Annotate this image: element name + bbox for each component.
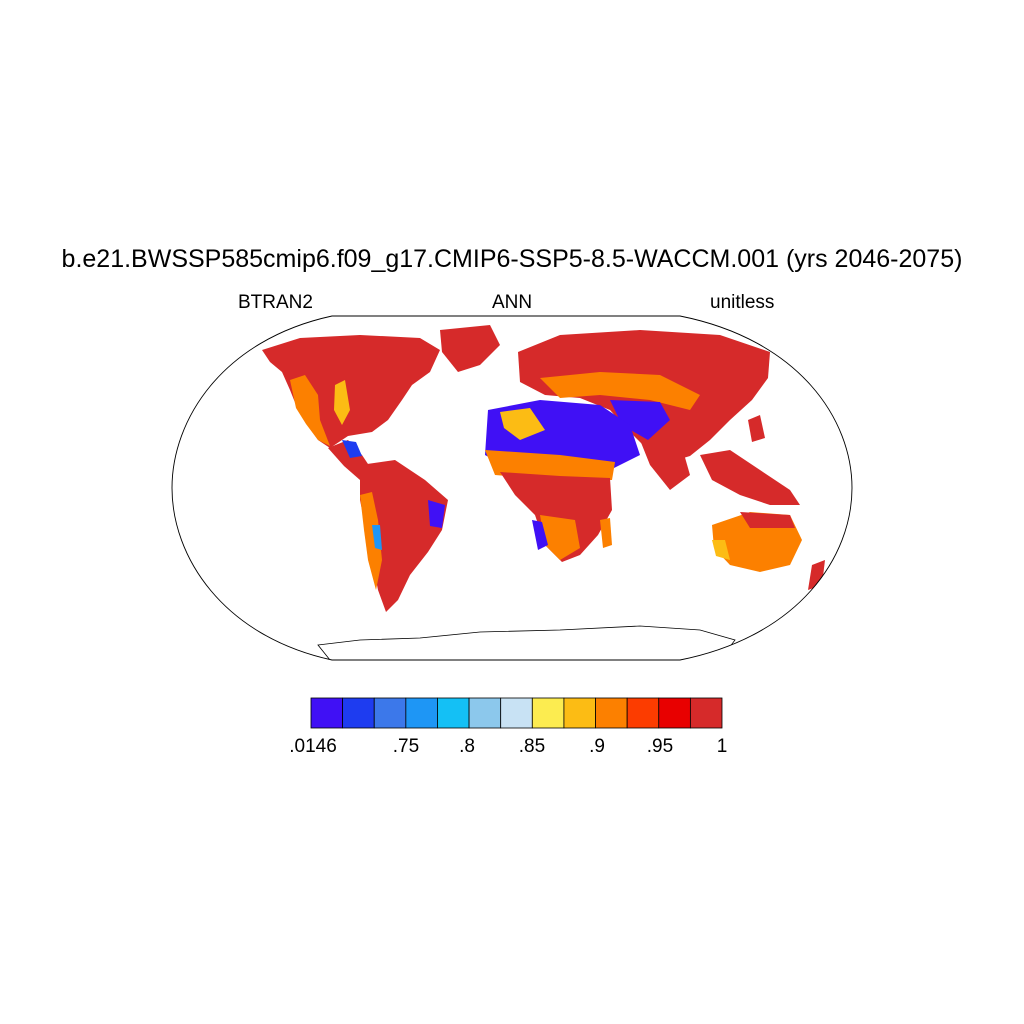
madagascar — [600, 518, 612, 548]
new-zealand — [808, 560, 825, 590]
north-america-dry-strip — [334, 380, 350, 425]
north-america — [262, 335, 440, 448]
colorbar-tick-label: .75 — [393, 736, 419, 757]
colorbar-box — [531, 697, 565, 729]
north-africa-mix — [500, 408, 545, 440]
australia-southwest — [712, 540, 730, 560]
map-title: b.e21.BWSSP585cmip6.f09_g17.CMIP6-SSP5-8… — [61, 245, 963, 273]
colorbar-labels: .0146 .75 .8 .85 .9 .95 1 — [289, 736, 727, 757]
central-america-dry — [342, 440, 362, 458]
colorbar-tick-label: 1 — [717, 736, 728, 757]
south-america-atacama — [372, 525, 382, 550]
colorbar-box — [626, 697, 660, 729]
south-america-east-dry — [428, 500, 445, 528]
colorbar-box — [595, 697, 628, 729]
north-america-west-band — [290, 375, 330, 446]
colorbar-box — [437, 697, 470, 729]
colorbar-box — [342, 697, 375, 729]
colorbar-box — [658, 697, 691, 729]
sahel-band — [485, 450, 615, 480]
colorbar-box — [310, 697, 344, 729]
map-border — [171, 315, 853, 661]
colorbar-box — [500, 697, 533, 729]
japan — [748, 415, 765, 442]
colorbar-tick-label: .9 — [589, 736, 605, 757]
colorbar-box — [373, 697, 407, 729]
colorbar-box — [405, 697, 438, 729]
colorbar-tick-label: .0146 — [289, 736, 337, 757]
southeast-asia — [700, 450, 800, 505]
colorbar-tick-label: .8 — [459, 736, 475, 757]
variable-label: BTRAN2 — [238, 292, 313, 313]
south-america — [360, 460, 448, 612]
antarctica — [317, 625, 736, 660]
southwest-africa-dry — [532, 520, 548, 550]
southern-africa-mix — [540, 515, 580, 560]
eurasia-steppe-band — [540, 372, 700, 410]
colorbar-box — [563, 697, 596, 729]
south-asia — [640, 440, 690, 490]
colorbar-tick-label: .95 — [647, 736, 673, 757]
units-label: unitless — [710, 292, 775, 313]
colorbar-box — [689, 697, 723, 729]
australia-north-rim — [740, 512, 795, 528]
colorbar — [310, 697, 723, 729]
south-america-west-coast — [360, 492, 382, 590]
central-asia-dry — [610, 400, 670, 440]
central-southern-africa — [500, 472, 612, 562]
colorbar-tick-label: .85 — [519, 736, 545, 757]
season-label: ANN — [491, 292, 533, 313]
land-layer — [262, 325, 825, 660]
greenland — [440, 325, 500, 372]
colorbar-box — [468, 697, 502, 729]
